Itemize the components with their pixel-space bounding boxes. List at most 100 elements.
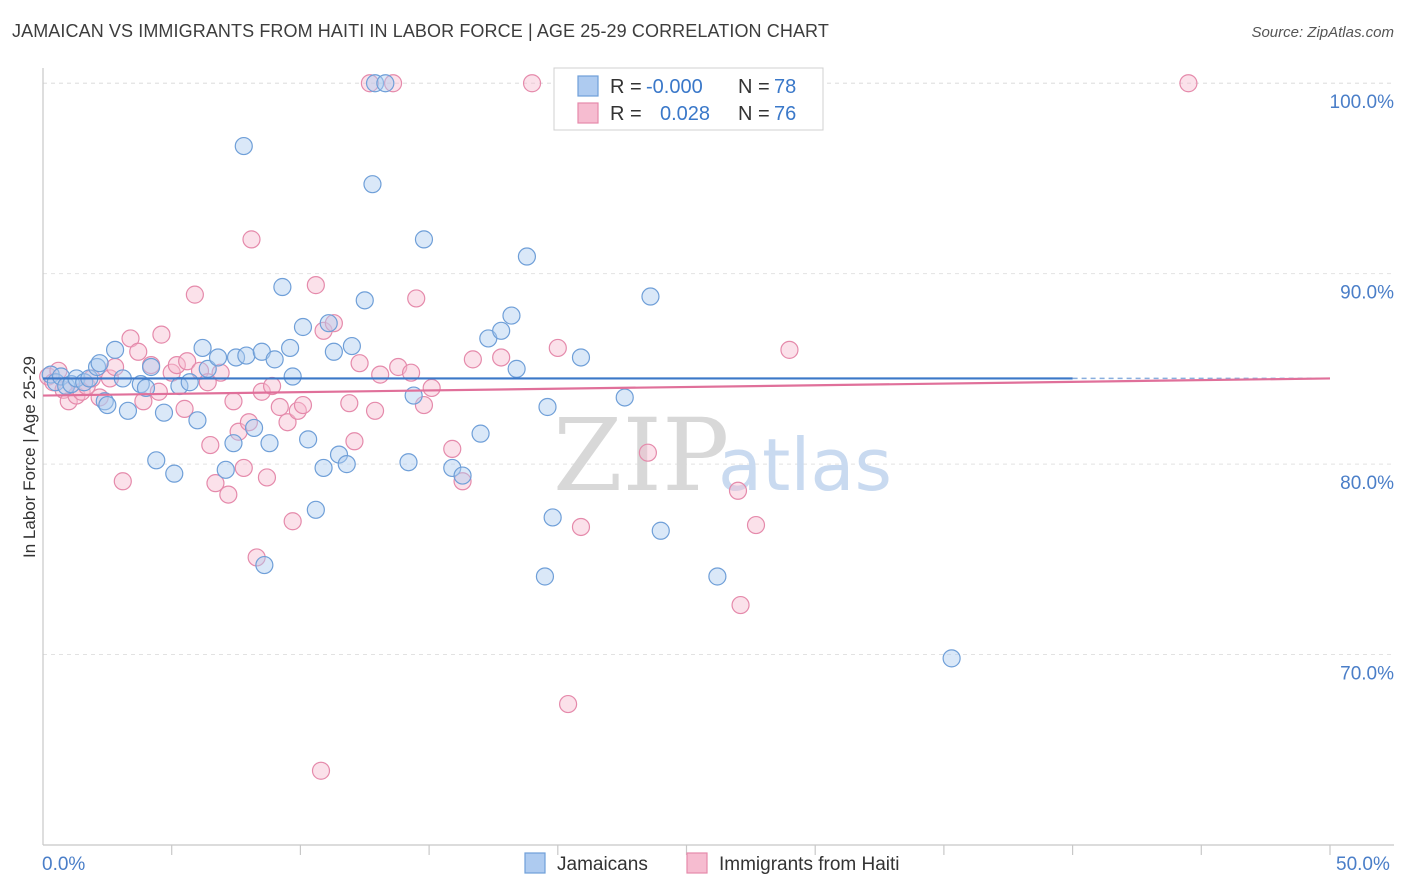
data-point-jamaicans [118,401,138,420]
y-tick-label: 90.0% [1340,283,1394,304]
legend-n-value-jamaicans: 78 [774,76,796,98]
y-axis-label: In Labor Force | Age 25-29 [20,356,39,558]
data-point-jamaicans [329,445,349,464]
data-point-jamaicans [492,321,511,340]
data-point-haiti [463,350,482,369]
stats-legend-box [553,67,824,131]
data-point-haiti [239,413,259,432]
y-tick-label: 70.0% [1340,664,1394,685]
data-point-jamaicans [363,175,382,194]
data-point-haiti [224,392,243,411]
data-point-haiti [152,325,171,344]
data-point-jamaicans [293,317,313,337]
data-point-haiti [234,458,253,478]
data-point-jamaicans [216,460,235,479]
data-point-haiti [422,378,441,398]
data-point-jamaicans [306,500,325,519]
data-point-jamaicans [471,424,490,443]
data-point-haiti [548,338,567,358]
data-point-jamaicans [355,291,374,310]
data-point-haiti [247,548,266,567]
data-point-haiti [121,329,140,348]
data-point-jamaicans [244,418,264,438]
data-point-jamaicans [507,359,526,378]
data-point-haiti [492,348,511,367]
data-point-haiti [383,74,403,93]
data-point-haiti [340,394,359,413]
data-point-jamaicans [105,340,125,359]
chart-title: JAMAICAN VS IMMIGRANTS FROM HAITI IN LAB… [12,21,829,41]
data-point-haiti [201,435,220,455]
y-tick-labels: 70.0% 80.0% 90.0% 100.0% [1330,92,1395,684]
data-point-jamaicans [571,348,591,367]
data-point-haiti [306,276,325,295]
data-point-haiti [443,439,462,458]
data-point-jamaicans [265,350,284,369]
y-tick-label: 100.0% [1330,92,1395,113]
data-point-jamaicans [299,430,318,449]
data-point-jamaicans [414,230,434,249]
data-point-jamaicans [142,357,161,377]
data-point-jamaicans [342,336,361,356]
data-point-haiti [311,761,331,780]
data-point-haiti [350,354,369,373]
data-point-jamaicans [98,395,117,415]
data-point-jamaicans [224,434,243,453]
data-point-haiti [780,340,799,359]
series-legend: Jamaicans Immigrants from Haiti [524,852,900,875]
data-point-jamaicans [708,567,727,586]
data-point-jamaicans [337,455,356,474]
data-point-jamaicans [154,403,174,422]
data-point-jamaicans [543,508,562,527]
data-point-jamaicans [281,338,300,358]
series-haiti-points [39,74,1198,780]
data-point-haiti [129,342,148,361]
data-point-haiti [360,74,379,93]
bottom-legend-label-haiti: Immigrants from Haiti [719,854,900,875]
data-point-haiti [638,443,657,462]
data-point-haiti [558,694,578,714]
data-point-haiti [365,401,385,420]
data-point-jamaicans [535,567,555,586]
data-point-jamaicans [517,247,537,266]
data-point-jamaicans [188,411,207,430]
legend-swatch-haiti [577,102,599,124]
data-point-haiti [175,399,194,418]
watermark: ZIP atlas [553,397,892,514]
data-point-haiti [283,512,302,531]
data-point-haiti [731,595,750,615]
data-point-haiti [206,474,225,493]
x-tick-label-max: 50.0% [1336,854,1390,875]
data-point-jamaicans [319,314,338,333]
data-point-jamaicans [260,434,279,453]
legend-n-label-jamaicans: N = [738,76,770,98]
data-point-haiti [242,230,261,249]
data-point-haiti [185,285,204,304]
data-point-jamaicans [314,458,333,478]
data-point-jamaicans [283,367,302,386]
data-point-jamaicans [51,367,71,386]
bottom-legend-swatch-haiti [686,852,708,874]
data-point-haiti [746,515,766,535]
data-point-jamaicans [942,649,961,668]
data-point-jamaicans [193,338,212,358]
data-point-haiti [113,472,132,491]
chart-source: Source: ZipAtlas.com [1251,24,1394,41]
data-point-haiti [324,314,343,333]
bottom-legend-swatch-jamaicans [524,852,546,874]
data-point-jamaicans [147,451,166,470]
data-point-jamaicans [615,388,634,407]
watermark-zip: ZIP [553,397,729,514]
data-point-haiti [371,365,390,384]
data-point-haiti [728,481,748,500]
data-point-jamaicans [443,458,462,478]
stats-legend: R = -0.000 N = 78 R = 0.028 N = 76 [553,67,824,131]
data-point-haiti [278,413,297,432]
data-point-jamaicans [538,397,557,417]
data-point-jamaicans [273,277,292,297]
data-point-haiti [453,472,472,491]
x-tick-label-min: 0.0% [42,854,85,875]
data-point-jamaicans [208,348,228,367]
y-tick-label: 80.0% [1340,473,1394,494]
